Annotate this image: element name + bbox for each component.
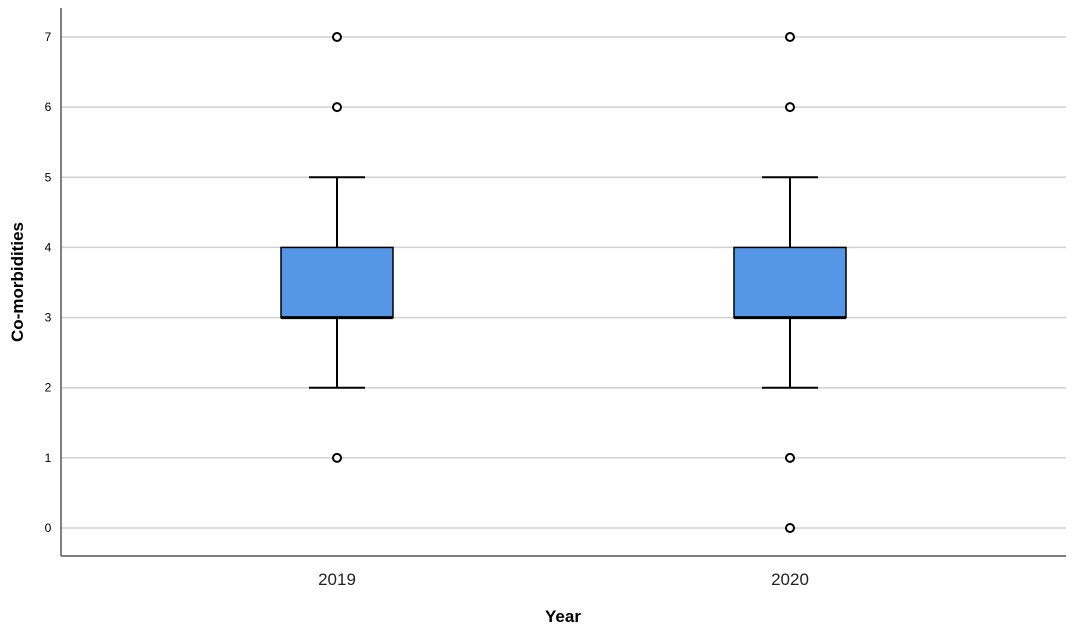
outlier-point-2: [785, 102, 795, 113]
iqr-box: [733, 246, 847, 319]
iqr-box: [280, 246, 394, 319]
y-axis-title: Co-morbidities: [8, 222, 27, 342]
outlier-point-1: [785, 452, 795, 463]
y-tick-label-0: 0: [45, 521, 52, 535]
x-axis-title: Year: [545, 607, 581, 626]
gridlines: [61, 36, 1066, 529]
y-tick-label-4: 4: [45, 240, 52, 254]
y-tick-label-6: 6: [45, 100, 52, 114]
x-tick-label-2019: 2019: [318, 570, 356, 589]
outlier-point-3: [785, 32, 795, 42]
outlier-point-0: [785, 523, 795, 533]
x-tick-labels: 2019 2020: [318, 570, 809, 589]
outlier-point-1: [332, 102, 342, 113]
y-tick-labels: 0 1 2 3 4 5 6 7: [45, 30, 52, 535]
axes: [60, 8, 1066, 557]
y-tick-label-2: 2: [45, 381, 52, 395]
y-tick-label-7: 7: [45, 30, 52, 44]
outlier-point-0: [332, 452, 342, 463]
box-plots: [280, 32, 847, 533]
x-tick-label-2020: 2020: [771, 570, 809, 589]
box-2019: [280, 32, 394, 463]
y-tick-label-5: 5: [45, 170, 52, 184]
y-tick-label-1: 1: [45, 451, 52, 465]
y-tick-label-3: 3: [45, 311, 52, 325]
box-2020: [733, 32, 847, 533]
outlier-point-2: [332, 32, 342, 42]
